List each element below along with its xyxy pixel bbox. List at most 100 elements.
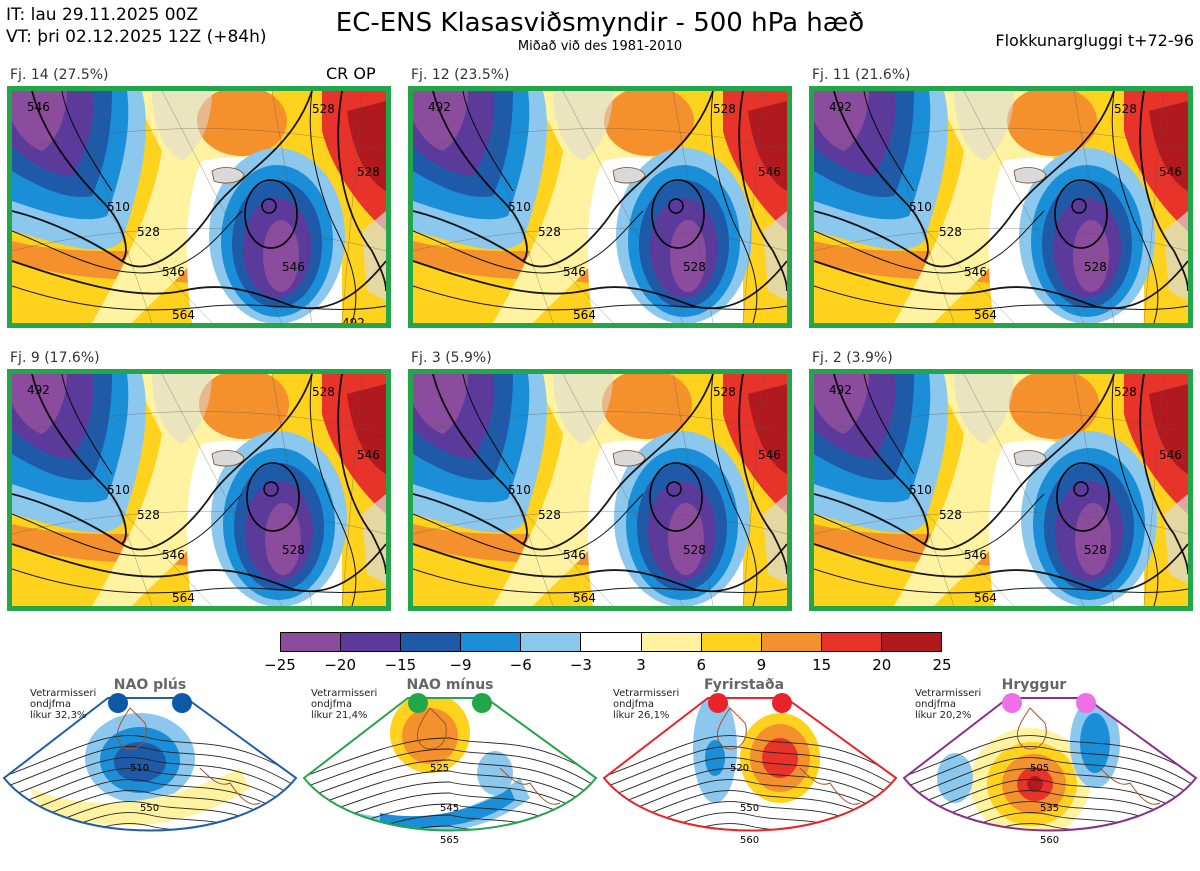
height-contour [337,91,386,292]
regime-indicator-dot [708,693,728,713]
height-contour [666,481,682,497]
height-contour [61,91,113,192]
height-contour [244,179,298,249]
regime-map-svg: 525 545 565 [302,693,598,846]
height-contour [668,198,684,214]
regime-field [904,698,1196,862]
graticule-line [814,111,1015,323]
panel-label: Fj. 3 (5.9%) [411,350,492,366]
regime-coastline [499,767,561,805]
regime-contour-label: 545 [440,803,459,814]
colorbar-tick: 3 [636,656,646,674]
iceland-coastline [1013,167,1047,184]
graticule-line [672,91,714,323]
regime-contour [604,734,896,779]
height-contour [649,462,703,532]
height-contour [12,374,313,551]
iceland-coastline [612,450,646,467]
height-contour [814,285,1188,311]
regime-contour [904,822,1196,831]
contour-label: 528 [312,385,335,399]
regime-contour-label: 510 [130,763,149,774]
regime-contour-label: 535 [1040,803,1059,814]
height-contour [710,374,758,606]
graticule-line [161,374,283,606]
height-contour [462,374,514,475]
contour-label: 528 [939,508,962,522]
graticule-line [672,374,714,606]
regime-frame [302,697,598,832]
contour-label: 564 [172,308,195,322]
greenland-land [553,374,613,444]
height-contour [413,260,787,310]
regime-note: Vetrarmisseri ondjfma líkur 32,3% [30,688,96,721]
height-contour [413,374,714,551]
height-contour [12,493,243,557]
panel-label: Fj. 12 (23.5%) [411,67,510,83]
contour-label: 528 [137,508,160,522]
regime-coastline [199,767,261,805]
contour-label: 510 [107,483,130,497]
anomaly-field [12,374,67,434]
graticule-line [71,374,153,606]
contour-label: 528 [137,225,160,239]
regime-contour [4,778,296,823]
colorbar-tick: −15 [384,656,417,674]
height-contour [814,210,1045,274]
regime-map-svg: 520 550 560 [602,693,898,846]
colorbar-tick: −3 [569,656,592,674]
contour-label: 492 [829,100,852,114]
anomaly-field [602,374,692,439]
regime-contour [604,822,896,831]
height-contour [413,285,787,311]
contour-label: 528 [1084,260,1107,274]
regime-note-line: Vetrarmisseri [30,688,97,699]
graticule-line [562,374,684,606]
regime-contour [604,745,896,790]
height-contour [1139,91,1188,292]
graticule-line [1073,374,1115,606]
regime-anomaly [1010,850,1040,862]
contour-label: 492 [27,383,50,397]
graticule-line [562,91,684,323]
height-contour [246,462,300,532]
height-contour [651,179,705,249]
regime-note-line: ondjfma [613,699,654,710]
contour-label: 546 [563,548,586,562]
contour-label: 492 [829,383,852,397]
regime-coastline [716,707,747,750]
regime-coastline [416,707,447,750]
contour-label: 528 [683,543,706,557]
regime-coastline [1016,707,1047,750]
height-contour [432,91,528,262]
regime-contour [604,767,896,812]
regime-contour [304,748,596,790]
contour-label: 510 [508,483,531,497]
colorbar-tick: −20 [324,656,356,674]
contour-label: 528 [1114,102,1137,116]
height-contour [1111,91,1159,323]
graticule-line [12,228,386,252]
contour-label: 546 [1159,448,1182,462]
regime-contour [4,789,296,831]
regime-contour-label: 520 [730,763,749,774]
anomaly-colorbar [280,632,942,652]
regime-contour [904,778,1196,823]
height-contour [462,91,514,192]
colorbar-tick: 25 [932,656,952,674]
graticule-line [12,394,213,606]
regime-contour [4,745,296,790]
colorbar-tick: 15 [812,656,832,674]
height-contour [814,543,1188,593]
cluster-map-panel: 528 510 528 546 564 528 546 492 [809,369,1193,611]
contour-label: 528 [282,543,305,557]
regime-contour-label: 550 [740,803,759,814]
page-subtitle: Miðað við des 1981-2010 [517,39,683,54]
height-contour [1111,374,1159,606]
regime-title: Fyrirstaða [703,677,785,693]
contour-label: 510 [107,200,130,214]
colorbar-tick: 9 [756,656,767,674]
height-contour [12,285,386,311]
graticule-line [71,91,153,323]
colorbar-swatch [581,633,642,651]
